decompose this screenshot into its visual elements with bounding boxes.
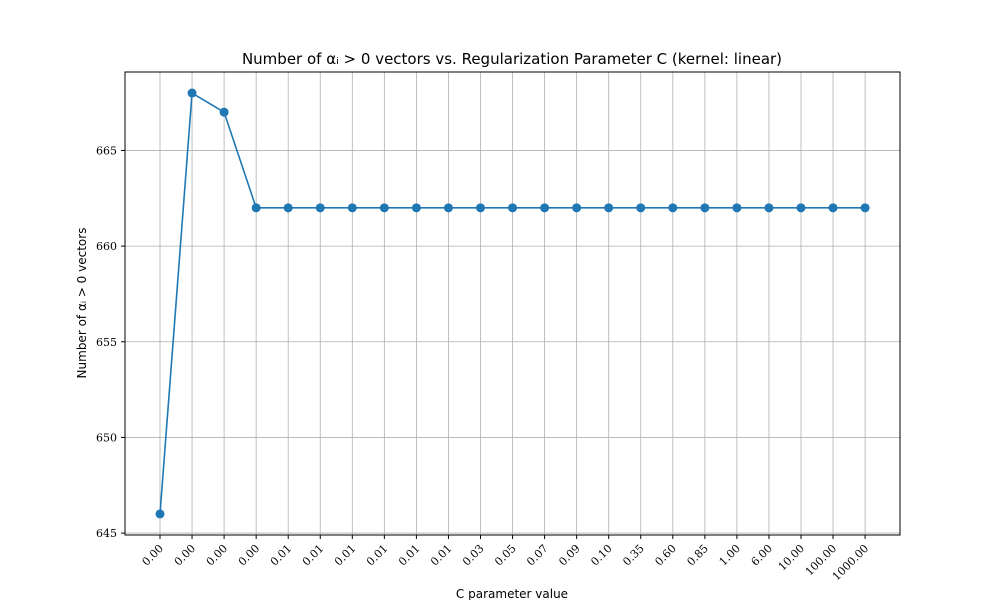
data-point bbox=[379, 203, 389, 213]
x-tick-label: 0.10 bbox=[588, 542, 615, 569]
y-tick-label: 665 bbox=[96, 144, 117, 157]
data-point bbox=[476, 203, 485, 213]
x-tick-label: 0.09 bbox=[556, 542, 583, 569]
y-axis-label: Number of αᵢ > 0 vectors bbox=[75, 228, 89, 379]
x-tick-label: 0.05 bbox=[492, 542, 519, 569]
x-tick-label: 0.00 bbox=[172, 542, 199, 569]
x-tick-label: 0.00 bbox=[204, 542, 231, 569]
data-point bbox=[828, 203, 838, 213]
data-point bbox=[668, 203, 678, 213]
data-point bbox=[540, 203, 550, 213]
data-point bbox=[347, 203, 357, 213]
x-tick-label: 0.01 bbox=[332, 542, 359, 569]
data-point bbox=[283, 203, 293, 213]
data-point bbox=[860, 203, 870, 213]
grid bbox=[125, 72, 900, 535]
y-tick-label: 650 bbox=[96, 431, 117, 444]
x-tick-label: 6.00 bbox=[749, 542, 776, 569]
x-tick-label: 0.07 bbox=[524, 542, 551, 569]
x-tick-label: 0.01 bbox=[428, 542, 455, 569]
data-point bbox=[796, 203, 806, 213]
x-tick-label: 1.00 bbox=[717, 542, 744, 569]
chart-title: Number of αᵢ > 0 vectors vs. Regularizat… bbox=[242, 50, 782, 68]
data-point bbox=[315, 203, 325, 213]
data-point bbox=[572, 203, 582, 213]
x-tick-label: 0.00 bbox=[236, 542, 263, 569]
x-tick-label: 0.01 bbox=[364, 542, 391, 569]
y-tick-label: 645 bbox=[96, 527, 117, 540]
data-point bbox=[636, 203, 646, 213]
data-point bbox=[508, 203, 518, 213]
y-tick-label: 660 bbox=[96, 240, 117, 253]
y-tick-label: 655 bbox=[96, 336, 117, 349]
data-point bbox=[411, 203, 421, 213]
data-point bbox=[251, 203, 261, 213]
data-point bbox=[732, 203, 742, 213]
x-tick-label: 0.00 bbox=[140, 542, 167, 569]
data-point bbox=[219, 107, 229, 117]
x-tick-label: 0.01 bbox=[300, 542, 327, 569]
x-tick-label: 0.35 bbox=[620, 542, 647, 569]
data-point bbox=[187, 88, 197, 98]
x-tick-label: 0.60 bbox=[652, 542, 679, 569]
data-point bbox=[443, 203, 453, 213]
plot-frame bbox=[124, 71, 901, 536]
data-point bbox=[700, 203, 710, 213]
x-tick-label: 0.03 bbox=[460, 542, 487, 569]
x-tick-label: 0.85 bbox=[684, 542, 711, 569]
x-tick-label: 0.01 bbox=[268, 542, 295, 569]
x-tick-label: 0.01 bbox=[396, 542, 423, 569]
x-axis-label: C parameter value bbox=[456, 587, 568, 600]
data-point bbox=[764, 203, 774, 213]
data-point bbox=[604, 203, 614, 213]
series bbox=[155, 88, 870, 519]
data-point bbox=[155, 509, 165, 519]
